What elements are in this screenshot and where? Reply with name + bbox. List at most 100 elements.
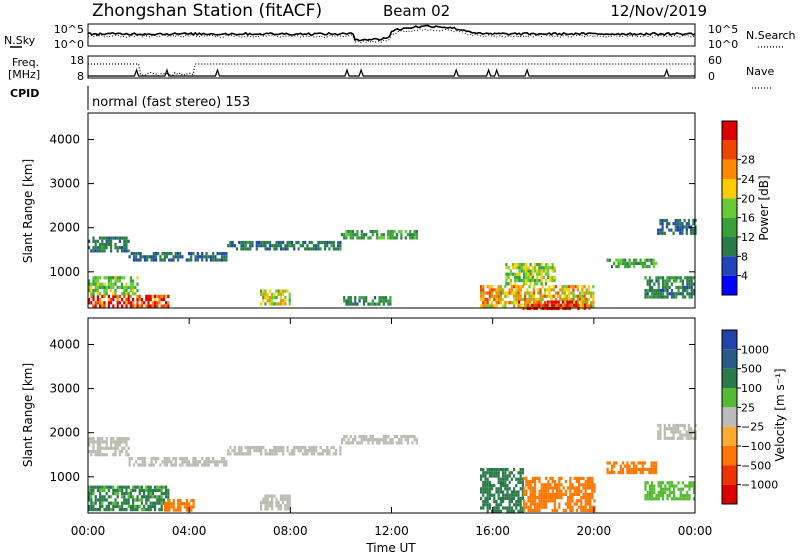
heatmap-cell bbox=[92, 246, 95, 250]
heatmap-cell bbox=[692, 292, 695, 296]
heatmap-cell bbox=[673, 490, 676, 494]
heatmap-cell bbox=[528, 294, 531, 298]
heatmap-cell bbox=[275, 289, 278, 293]
heatmap-cell bbox=[362, 299, 366, 303]
heatmap-cell bbox=[692, 497, 695, 501]
heatmap-cell bbox=[90, 485, 93, 489]
heatmap-cell bbox=[188, 505, 191, 509]
heatmap-cell bbox=[233, 449, 236, 453]
heatmap-cell bbox=[587, 285, 590, 289]
heatmap-cell bbox=[538, 505, 541, 509]
heatmap-cell bbox=[520, 279, 523, 283]
heatmap-cell bbox=[123, 501, 126, 505]
heatmap-cell bbox=[382, 296, 385, 300]
heatmap-cell bbox=[288, 302, 291, 306]
heatmap-cell bbox=[127, 501, 130, 505]
heatmap-cell bbox=[563, 294, 566, 298]
heatmap-cell bbox=[165, 294, 168, 298]
heatmap-cell bbox=[154, 252, 158, 256]
heatmap-cell bbox=[260, 292, 263, 296]
heatmap-cell bbox=[151, 504, 154, 508]
colorbar-tick-label: 12 bbox=[741, 231, 755, 244]
heatmap-cell bbox=[149, 508, 152, 512]
heatmap-cell bbox=[686, 285, 689, 289]
heatmap-cell bbox=[123, 239, 126, 243]
heatmap-cell bbox=[621, 461, 625, 465]
heatmap-cell bbox=[376, 441, 379, 445]
heatmap-cell bbox=[659, 423, 662, 428]
heatmap-cell bbox=[181, 255, 184, 259]
heatmap-cell bbox=[635, 464, 638, 468]
heatmap-cell bbox=[99, 440, 102, 444]
heatmap-cell bbox=[527, 499, 530, 503]
heatmap-cell bbox=[508, 506, 511, 510]
heatmap-cell bbox=[249, 449, 252, 453]
heatmap-cell bbox=[99, 504, 102, 508]
heatmap-cell bbox=[497, 291, 500, 295]
heatmap-cell bbox=[96, 276, 99, 280]
heatmap-cell bbox=[559, 297, 562, 302]
heatmap-cell bbox=[127, 485, 130, 489]
heatmap-cell bbox=[531, 489, 534, 493]
heatmap-cell bbox=[482, 304, 485, 308]
heatmap-cell bbox=[310, 240, 313, 245]
heatmap-cell bbox=[502, 474, 505, 478]
heatmap-cell bbox=[147, 488, 150, 492]
heatmap-cell bbox=[118, 236, 121, 240]
heatmap-cell bbox=[548, 294, 551, 298]
heatmap-cell bbox=[684, 276, 687, 280]
heatmap-cell bbox=[125, 246, 128, 250]
heatmap-cell bbox=[493, 509, 496, 513]
heatmap-cell bbox=[88, 488, 91, 492]
heatmap-cell bbox=[662, 481, 665, 485]
heatmap-cell bbox=[190, 505, 193, 509]
heatmap-cell bbox=[504, 294, 507, 298]
heatmap-cell bbox=[145, 498, 148, 502]
heatmap-cell bbox=[546, 294, 549, 298]
heatmap-cell bbox=[521, 468, 524, 472]
heatmap-cell bbox=[569, 508, 572, 512]
heatmap-cell bbox=[90, 501, 93, 505]
heatmap-cell bbox=[549, 492, 552, 496]
heatmap-cell bbox=[688, 494, 691, 498]
heatmap-cell bbox=[644, 494, 647, 498]
heatmap-cell bbox=[661, 228, 664, 232]
heatmap-cell bbox=[589, 496, 592, 500]
heatmap-cell bbox=[510, 471, 513, 475]
heatmap-cell bbox=[517, 285, 520, 289]
heatmap-cell bbox=[491, 304, 494, 308]
heatmap-cell bbox=[257, 240, 261, 245]
x-axis-label: Time UT bbox=[365, 541, 416, 554]
heatmap-cell bbox=[101, 488, 104, 492]
heatmap-cell bbox=[157, 457, 160, 461]
heatmap-cell bbox=[165, 485, 168, 489]
heatmap-cell bbox=[639, 467, 642, 471]
heatmap-cell bbox=[207, 255, 210, 259]
heatmap-cell bbox=[626, 265, 629, 269]
heatmap-cell bbox=[676, 427, 680, 431]
heatmap-cell bbox=[373, 296, 377, 300]
heatmap-cell bbox=[160, 488, 163, 492]
heatmap-cell bbox=[290, 452, 294, 456]
heatmap-cell bbox=[271, 302, 274, 306]
heatmap-cell bbox=[112, 276, 115, 280]
heatmap-cell bbox=[321, 449, 324, 453]
heatmap-cell bbox=[326, 240, 329, 245]
heatmap-cell bbox=[90, 292, 93, 296]
heatmap-cell bbox=[670, 289, 673, 293]
heatmap-cell bbox=[149, 504, 152, 508]
heatmap-cell bbox=[268, 244, 272, 248]
heatmap-cell bbox=[223, 460, 226, 464]
heatmap-cell bbox=[499, 468, 502, 472]
heatmap-cell bbox=[651, 289, 654, 293]
heatmap-cell bbox=[619, 471, 622, 475]
heatmap-cell bbox=[349, 296, 352, 300]
heatmap-cell bbox=[387, 441, 390, 445]
freq-panel: Freq. [MHz] CPID 18 8 60 0 Nave bbox=[8, 54, 774, 100]
heatmap-cell bbox=[129, 492, 132, 496]
heatmap-cell bbox=[504, 468, 507, 472]
heatmap-cell bbox=[406, 233, 410, 237]
heatmap-cell bbox=[569, 480, 572, 484]
colorbar-segment bbox=[722, 368, 737, 388]
heatmap-cell bbox=[547, 275, 550, 279]
